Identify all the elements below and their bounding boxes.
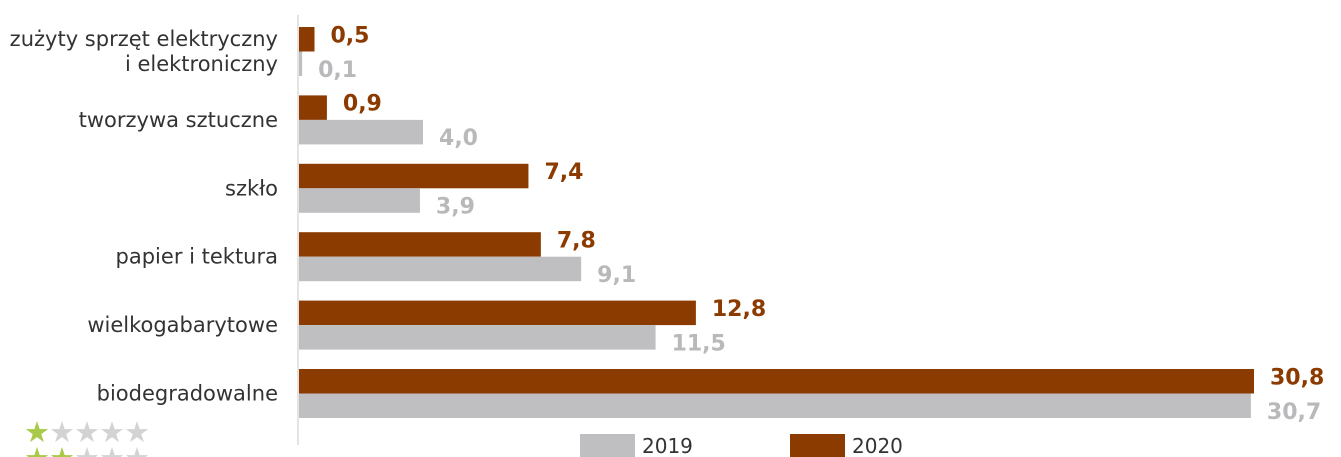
star-icon: ★ bbox=[74, 441, 100, 457]
star-icon: ★ bbox=[49, 418, 75, 449]
data-label-2020: 7,4 bbox=[544, 160, 583, 185]
bar-2019 bbox=[299, 119, 424, 145]
star-icon: ★ bbox=[124, 441, 150, 457]
data-label-2020: 12,8 bbox=[712, 297, 766, 322]
bar-2019 bbox=[299, 188, 420, 213]
legend-swatch-2019 bbox=[580, 434, 635, 457]
bar-2019 bbox=[299, 325, 656, 350]
category-label: szkło bbox=[225, 176, 278, 200]
rating-stars: ★★★★★★★★★★ bbox=[24, 418, 174, 457]
category-label: wielkogabarytowe bbox=[87, 313, 278, 337]
data-label-2020: 0,9 bbox=[343, 92, 382, 117]
category-label: tworzywa sztuczne bbox=[79, 108, 278, 132]
data-label-2020: 7,8 bbox=[557, 228, 596, 253]
data-label-2019: 3,9 bbox=[436, 195, 475, 220]
data-label-2019: 4,0 bbox=[439, 126, 478, 151]
data-label-2019: 11,5 bbox=[672, 331, 726, 356]
star-icon: ★ bbox=[99, 418, 125, 449]
bar-2020 bbox=[299, 95, 327, 120]
category-label: papier i tektura bbox=[116, 245, 278, 269]
data-label-2020: 30,8 bbox=[1270, 365, 1324, 390]
bar-2020 bbox=[299, 27, 315, 52]
data-label-2019: 0,1 bbox=[318, 58, 357, 83]
bar-2020 bbox=[299, 163, 529, 189]
star-icon: ★ bbox=[24, 418, 50, 449]
category-label: zużyty sprzęt elektryczny bbox=[10, 27, 278, 51]
star-icon: ★ bbox=[74, 418, 100, 449]
star-icon: ★ bbox=[124, 418, 150, 449]
data-label-2019: 9,1 bbox=[597, 263, 636, 288]
bar-2020 bbox=[299, 300, 696, 326]
star-icon: ★ bbox=[24, 441, 50, 457]
star-icon: ★ bbox=[99, 441, 125, 457]
bar-2020 bbox=[299, 369, 1254, 394]
category-label: i elektroniczny bbox=[125, 52, 278, 76]
bar-2019 bbox=[299, 51, 303, 76]
category-label: biodegradowalne bbox=[97, 382, 278, 406]
data-label-2020: 0,5 bbox=[331, 23, 370, 48]
star-row: ★★★★★ bbox=[24, 418, 150, 449]
bar-2019 bbox=[299, 393, 1251, 418]
legend-swatch-2020 bbox=[790, 434, 845, 457]
star-row: ★★★★★ bbox=[24, 441, 150, 457]
legend-label-2019: 2019 bbox=[642, 434, 693, 457]
star-icon: ★ bbox=[49, 441, 75, 457]
data-label-2019: 30,7 bbox=[1267, 400, 1321, 425]
legend-label-2020: 2020 bbox=[852, 434, 903, 457]
bar-2019 bbox=[299, 256, 582, 282]
bar-2020 bbox=[299, 232, 541, 257]
